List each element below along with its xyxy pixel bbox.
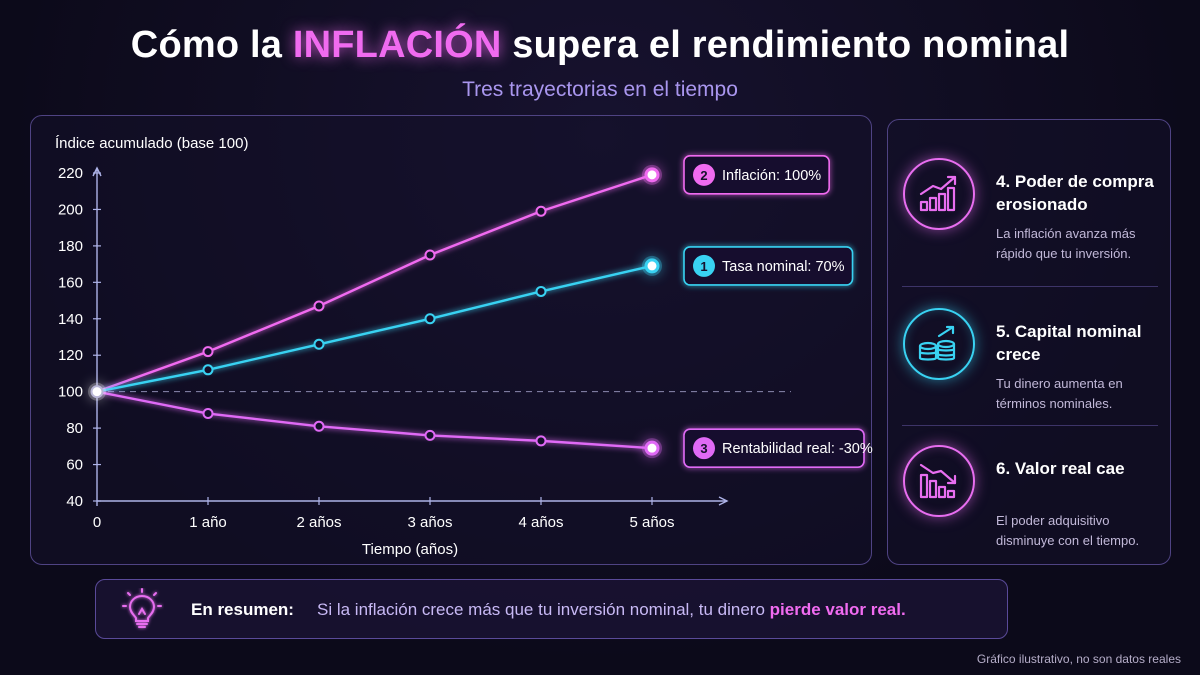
x-tick-label: 0 xyxy=(93,514,101,531)
data-point xyxy=(202,364,214,376)
series-label-text: Rentabilidad real: -30% xyxy=(722,441,873,457)
x-tick-label: 4 años xyxy=(518,514,563,531)
divider xyxy=(902,286,1158,287)
series-badge-number: 3 xyxy=(700,441,707,456)
footnote: Gráfico ilustrativo, no son datos reales xyxy=(976,652,1181,666)
insight-card-purchasing-power: 4. Poder de compra erosionado La inflaci… xyxy=(888,120,1172,261)
series-2: 1 Tasa nominal: 70% xyxy=(96,246,854,393)
chart-panel: 40 60 80 100 120 140 160 180 200 220 0 1 año 2 años 3… xyxy=(30,115,873,565)
card-title: 4. Poder de compra erosionado xyxy=(996,172,1154,214)
end-point xyxy=(644,440,660,456)
series-label-box xyxy=(683,428,865,468)
x-tick-label: 5 años xyxy=(629,514,674,531)
coins-growth-icon xyxy=(903,308,975,380)
series-badge-number: 2 xyxy=(700,168,707,183)
series-label: 3 Rentabilidad real: -30% xyxy=(683,428,873,468)
x-axis-arrow xyxy=(718,496,729,506)
summary-label: En resumen: xyxy=(191,600,294,619)
divider xyxy=(902,425,1158,426)
series-label-text: Tasa nominal: 70% xyxy=(722,259,845,275)
series-badge xyxy=(693,437,715,460)
data-point xyxy=(424,429,436,441)
y-tick-label: 100 xyxy=(58,384,83,401)
origin-point xyxy=(90,385,104,399)
title-part2: supera el rendimiento nominal xyxy=(501,24,1070,66)
series-line xyxy=(96,264,653,393)
card-description: La inflación avanza más rápido que tu in… xyxy=(996,226,1136,261)
line-chart: 40 60 80 100 120 140 160 180 200 220 0 1 año 2 años 3… xyxy=(55,135,873,558)
y-tick-label: 80 xyxy=(66,420,83,437)
y-tick-label: 200 xyxy=(58,201,83,218)
data-point xyxy=(535,205,547,217)
y-tick-label: 40 xyxy=(66,493,83,510)
summary-banner: En resumen: Si la inflación crece más qu… xyxy=(95,579,1008,639)
series-label: 2 Inflación: 100% xyxy=(683,155,830,195)
data-point xyxy=(424,313,436,325)
card-description: Tu dinero aumenta en términos nominales. xyxy=(996,376,1123,411)
insight-card-nominal-capital: 5. Capital nominal crece Tu dinero aumen… xyxy=(888,270,1172,411)
series-badge xyxy=(693,163,715,186)
series-3: 3 Rentabilidad real: -30% xyxy=(96,390,873,468)
series-badge-number: 1 xyxy=(700,259,707,274)
insight-card-real-value: 6. Valor real cae El poder adquisitivo d… xyxy=(888,407,1172,548)
series-line xyxy=(96,390,653,450)
y-tick-label: 140 xyxy=(58,311,83,328)
y-tick-label: 120 xyxy=(58,347,83,364)
y-tick-label: 180 xyxy=(58,238,83,255)
y-tick-label: 220 xyxy=(58,165,83,182)
series-1: 2 Inflación: 100% xyxy=(96,155,830,393)
x-tick-label: 1 año xyxy=(189,514,227,531)
y-tick-label: 160 xyxy=(58,274,83,291)
summary-highlight: pierde valor real. xyxy=(769,600,906,619)
lightbulb-icon xyxy=(122,588,162,628)
data-point xyxy=(313,420,325,432)
x-axis-label: Tiempo (años) xyxy=(362,541,458,558)
data-point xyxy=(424,249,436,261)
end-point xyxy=(644,167,660,183)
data-point xyxy=(202,408,214,420)
card-description: El poder adquisitivo disminuye con el ti… xyxy=(996,513,1140,548)
falling-bars-icon xyxy=(903,445,975,517)
series-badge xyxy=(693,254,715,277)
data-point xyxy=(313,300,325,312)
y-axis-label: Índice acumulado (base 100) xyxy=(55,135,248,152)
data-point xyxy=(535,285,547,297)
data-point xyxy=(202,346,214,358)
series-line xyxy=(96,173,653,393)
data-point xyxy=(313,338,325,350)
x-tick-label: 3 años xyxy=(407,514,452,531)
summary-body: Si la inflación crece más que tu inversi… xyxy=(317,600,765,619)
page-title: Cómo la INFLACIÓN supera el rendimiento … xyxy=(0,24,1200,67)
data-point xyxy=(535,435,547,447)
series-label-box xyxy=(683,246,854,286)
series-label: 1 Tasa nominal: 70% xyxy=(683,246,854,286)
series-label-text: Inflación: 100% xyxy=(722,168,821,184)
x-tick-label: 2 años xyxy=(296,514,341,531)
end-point xyxy=(644,258,660,274)
summary-text: Si la inflación crece más que tu inversi… xyxy=(317,600,906,620)
card-title: 5. Capital nominal crece xyxy=(996,322,1142,364)
title-highlight: INFLACIÓN xyxy=(292,24,502,66)
title-part1: Cómo la xyxy=(130,24,293,66)
insights-panel: 4. Poder de compra erosionado La inflaci… xyxy=(887,119,1171,565)
series-label-box xyxy=(683,155,830,195)
page-subtitle: Tres trayectorias en el tiempo xyxy=(462,78,738,101)
card-title: 6. Valor real cae xyxy=(996,459,1125,478)
y-tick-label: 60 xyxy=(66,457,83,474)
rising-bars-icon xyxy=(903,158,975,230)
